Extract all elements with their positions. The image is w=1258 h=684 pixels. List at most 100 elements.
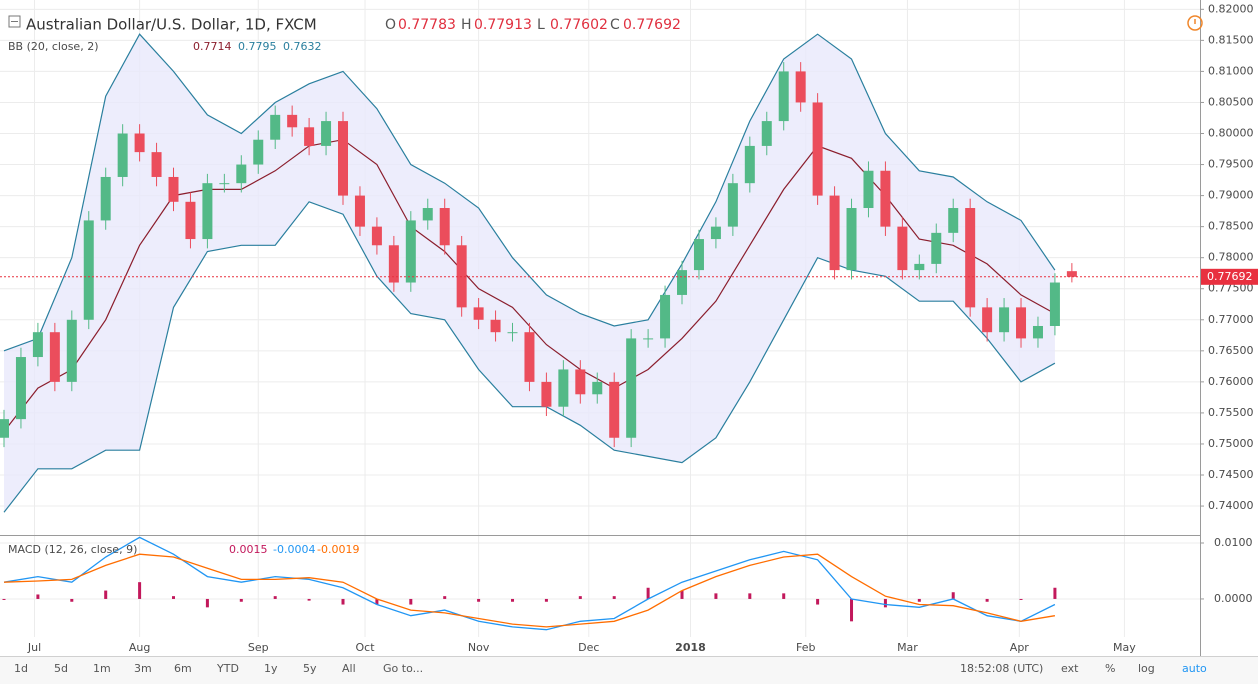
y-tick-label: 0.75000: [1208, 437, 1254, 450]
candle-body: [541, 381, 552, 407]
candle-body: [202, 183, 213, 240]
candle-body: [795, 71, 806, 103]
x-tick-label: Aug: [129, 641, 150, 654]
candle-body: [829, 195, 840, 271]
candle-body: [490, 319, 501, 333]
x-tick-label: May: [1113, 641, 1136, 654]
candle-body: [863, 170, 874, 209]
x-tick-label: Jul: [27, 641, 41, 654]
range-button[interactable]: 1y: [264, 662, 278, 675]
candle-body: [100, 176, 111, 221]
histogram-bar: [680, 590, 684, 599]
candle-body: [371, 226, 382, 246]
ohlc-value: 0.77692: [623, 17, 681, 33]
histogram-bar: [816, 598, 820, 605]
histogram-bar: [1019, 598, 1023, 600]
alert-icon[interactable]: [1187, 15, 1203, 31]
candle-body: [948, 208, 959, 233]
toolbar: [0, 656, 1258, 684]
range-button[interactable]: YTD: [216, 662, 239, 675]
y-tick-label: 0.79000: [1208, 189, 1254, 202]
band-line: [3, 201, 1056, 513]
x-tick-label: Sep: [248, 641, 269, 654]
y-tick-label: 0.80500: [1208, 95, 1254, 108]
indicator-label: MACD (12, 26, close, 9): [8, 543, 137, 556]
x-tick-label: Mar: [897, 641, 918, 654]
histogram-bar: [443, 596, 447, 599]
histogram-bar: [1053, 587, 1057, 599]
histogram-bar: [883, 598, 887, 608]
range-button[interactable]: 1m: [93, 662, 111, 675]
histogram-bar: [36, 594, 40, 599]
candle-body: [219, 183, 230, 185]
y-tick-label: 0.74500: [1208, 468, 1254, 481]
candle-body: [626, 338, 637, 438]
candle-body: [592, 381, 603, 395]
histogram-bar: [646, 587, 650, 599]
histogram-bar: [375, 598, 379, 605]
candle-body: [1016, 307, 1027, 339]
ohlc-key: C: [610, 17, 620, 33]
candle-body: [660, 294, 671, 339]
band-line: [3, 33, 1056, 352]
candle-body: [405, 220, 416, 283]
candle-body: [185, 201, 196, 240]
goto-button[interactable]: Go to...: [383, 662, 423, 675]
candle-body: [609, 381, 620, 438]
option-button[interactable]: auto: [1182, 662, 1207, 675]
candle-body: [49, 332, 60, 382]
candle-body: [151, 152, 162, 177]
y-tick-label: 0.81000: [1208, 64, 1254, 77]
candle-body: [693, 239, 704, 271]
y-tick-label: 0.78500: [1208, 220, 1254, 233]
chart-title: Australian Dollar/U.S. Dollar, 1D, FXCM: [26, 16, 317, 34]
candle-body: [236, 164, 247, 184]
y-tick-label: 0.82000: [1208, 2, 1254, 15]
candle-body: [931, 232, 942, 264]
option-button[interactable]: ext: [1061, 662, 1079, 675]
macd-line: [3, 553, 1056, 628]
macd-line: [3, 536, 1056, 631]
histogram-bar: [2, 598, 6, 600]
candle-body: [168, 176, 179, 202]
histogram-bar: [917, 598, 921, 602]
histogram-bar: [544, 598, 548, 602]
candle-body: [1032, 325, 1043, 339]
last-price-label: 0.77692: [1207, 270, 1253, 283]
y-tick-label: 0.79500: [1208, 158, 1254, 171]
indicator-value: 0.7632: [283, 40, 322, 53]
range-button[interactable]: 1d: [14, 662, 28, 675]
histogram-bar: [138, 582, 142, 599]
range-button[interactable]: 5y: [303, 662, 317, 675]
candle-body: [710, 226, 721, 240]
y-tick-label: 0.77000: [1208, 313, 1254, 326]
ohlc-key: H: [461, 17, 472, 33]
y-tick-label: 0.77500: [1208, 282, 1254, 295]
range-button[interactable]: 6m: [174, 662, 192, 675]
ohlc-key: L: [537, 17, 545, 33]
histogram-bar: [409, 598, 413, 605]
indicator-value: -0.0019: [317, 543, 359, 556]
candle-body: [761, 121, 772, 146]
option-button[interactable]: %: [1105, 662, 1115, 675]
histogram-bar: [714, 593, 718, 599]
y-tick-label: 0.75500: [1208, 406, 1254, 419]
candle-body: [473, 307, 484, 320]
range-button[interactable]: 5d: [54, 662, 68, 675]
option-button[interactable]: log: [1138, 662, 1155, 675]
candle-body: [643, 338, 654, 340]
candle-body: [134, 133, 145, 153]
candle-body: [982, 307, 993, 333]
ohlc-value: 0.77913: [474, 17, 532, 33]
range-button[interactable]: All: [342, 662, 356, 675]
candle-body: [744, 145, 755, 184]
histogram-bar: [341, 598, 345, 605]
histogram-bar: [239, 598, 243, 602]
range-button[interactable]: 3m: [134, 662, 152, 675]
candle-body: [422, 208, 433, 221]
candle-body: [1066, 271, 1077, 277]
candle-body: [83, 220, 94, 320]
candle-body: [321, 121, 332, 146]
ohlc-value: 0.77602: [550, 17, 608, 33]
indicator-value: 0.7714: [193, 40, 232, 53]
